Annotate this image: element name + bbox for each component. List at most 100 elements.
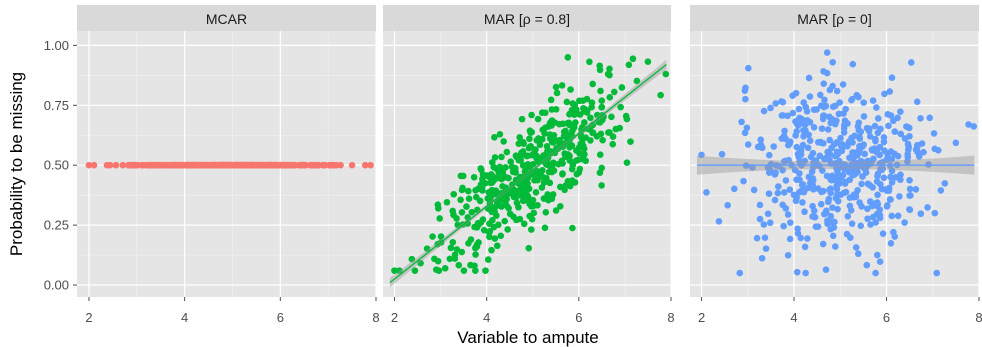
data-point — [804, 235, 811, 242]
data-point — [182, 161, 190, 169]
data-point — [835, 110, 843, 118]
data-point — [906, 206, 913, 213]
data-point — [479, 187, 486, 194]
data-point — [896, 193, 903, 200]
data-point — [774, 183, 782, 190]
data-point — [718, 150, 726, 158]
data-point — [496, 130, 504, 138]
data-point — [767, 104, 774, 112]
data-point — [571, 179, 579, 186]
data-point — [738, 118, 745, 126]
data-point — [931, 209, 939, 217]
data-point — [930, 130, 938, 137]
data-point — [582, 134, 589, 141]
data-point — [834, 197, 842, 205]
data-point — [478, 166, 485, 174]
data-point — [468, 208, 476, 216]
data-point — [970, 123, 978, 130]
data-point — [593, 111, 601, 119]
data-point — [785, 156, 792, 164]
data-point — [792, 197, 800, 205]
data-point — [805, 74, 813, 82]
data-point — [465, 195, 473, 202]
data-point — [612, 125, 620, 133]
data-point — [806, 137, 814, 144]
data-point — [760, 107, 768, 115]
data-point — [816, 152, 824, 160]
data-point — [644, 58, 652, 66]
data-point — [756, 201, 764, 209]
data-point — [486, 173, 493, 181]
data-point — [753, 234, 761, 242]
data-point — [586, 58, 593, 66]
data-point — [871, 122, 879, 130]
data-point — [837, 134, 844, 142]
data-point — [230, 161, 237, 169]
data-point — [897, 171, 904, 179]
data-point — [877, 181, 884, 188]
panel-marks — [696, 49, 978, 277]
data-point — [597, 87, 604, 95]
data-point — [260, 161, 268, 169]
data-point — [762, 245, 770, 252]
data-point — [606, 71, 613, 79]
data-point — [925, 161, 932, 168]
data-point — [606, 65, 613, 73]
data-point — [525, 197, 533, 205]
data-point — [488, 246, 495, 254]
data-point — [527, 142, 535, 150]
data-point — [458, 209, 466, 216]
data-point — [924, 204, 931, 211]
data-point — [367, 161, 374, 169]
data-point — [243, 161, 251, 169]
data-point — [320, 161, 328, 169]
data-point — [498, 153, 505, 161]
data-point — [858, 203, 865, 210]
data-point — [810, 207, 818, 215]
data-point — [576, 150, 583, 157]
data-point — [541, 176, 548, 184]
data-point — [857, 222, 865, 230]
data-point — [860, 99, 867, 106]
data-point — [623, 115, 631, 123]
data-point — [846, 194, 854, 201]
data-point — [901, 219, 908, 226]
data-point — [808, 168, 816, 175]
data-point — [544, 160, 552, 168]
data-point — [888, 155, 896, 163]
data-point — [831, 102, 839, 110]
data-point — [434, 205, 442, 212]
x-tick-label: 8 — [975, 310, 982, 325]
data-point — [857, 157, 865, 165]
data-point — [300, 161, 308, 169]
data-point — [854, 187, 861, 194]
data-point — [906, 176, 913, 184]
data-point — [811, 213, 819, 221]
data-point — [827, 119, 834, 127]
data-point — [543, 143, 551, 150]
data-point — [796, 158, 804, 166]
data-point — [533, 136, 541, 144]
data-point — [119, 161, 127, 169]
data-point — [500, 138, 507, 145]
data-point — [782, 205, 790, 212]
data-point — [874, 172, 881, 180]
data-point — [441, 265, 449, 272]
data-point — [756, 215, 764, 223]
data-point — [539, 166, 546, 174]
data-point — [855, 119, 863, 126]
data-point — [564, 177, 572, 185]
data-point — [917, 115, 924, 122]
data-point — [758, 144, 766, 152]
data-point — [750, 186, 758, 194]
data-point — [855, 93, 862, 101]
data-point — [485, 229, 493, 236]
data-point — [308, 161, 316, 169]
data-point — [551, 119, 559, 126]
data-point — [549, 191, 557, 198]
data-point — [598, 104, 605, 111]
data-point — [561, 186, 568, 194]
data-point — [913, 98, 921, 106]
data-point — [513, 199, 521, 207]
